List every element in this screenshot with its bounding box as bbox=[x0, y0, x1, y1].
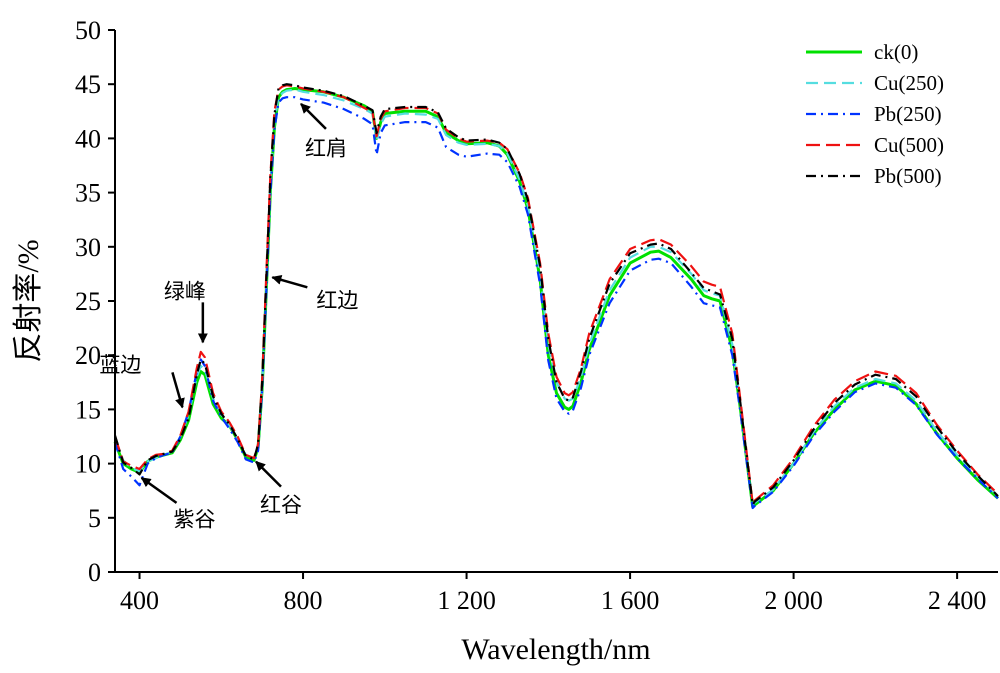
annotation-label: 红边 bbox=[316, 288, 358, 312]
series-line-cu-500 bbox=[113, 84, 999, 505]
annotation-arrow bbox=[255, 460, 282, 488]
y-axis-title: 反射率/% bbox=[12, 239, 45, 362]
x-tick-label: 1 200 bbox=[437, 586, 496, 615]
x-tick-label: 800 bbox=[284, 586, 323, 615]
annotation-arrow bbox=[300, 102, 327, 130]
legend-label: Pb(500) bbox=[874, 164, 942, 188]
legend-item-cu-500: Cu(500) bbox=[806, 133, 944, 157]
legend-label: Pb(250) bbox=[874, 102, 942, 126]
legend-item-pb-250: Pb(250) bbox=[806, 102, 942, 126]
y-tick-label: 0 bbox=[88, 558, 101, 587]
annotation-label: 紫谷 bbox=[174, 507, 216, 531]
legend-label: Cu(250) bbox=[874, 71, 944, 95]
plot-area bbox=[113, 83, 1000, 510]
y-tick-label: 40 bbox=[75, 124, 101, 153]
ticks: 400 800 1 200 1 600 2 000 2 400 0 5 10 15 20 25 30 35… bbox=[75, 16, 986, 615]
y-tick-label: 35 bbox=[75, 179, 101, 208]
annotation-0: 紫谷 bbox=[140, 476, 216, 531]
legend-item-pb-500: Pb(500) bbox=[806, 164, 942, 188]
annotation-label: 红谷 bbox=[260, 493, 302, 517]
y-tick-label: 45 bbox=[75, 70, 101, 99]
legend-item-cu-250: Cu(250) bbox=[806, 71, 944, 95]
legend-label: ck(0) bbox=[874, 40, 918, 64]
series-line-pb-250 bbox=[113, 96, 999, 510]
annotation-label: 红肩 bbox=[305, 136, 347, 160]
series-line-pb-500 bbox=[113, 83, 999, 506]
y-tick-label: 25 bbox=[75, 287, 101, 316]
annotation-3: 红谷 bbox=[255, 460, 302, 517]
annotation-5: 红肩 bbox=[300, 102, 347, 160]
y-tick-label: 15 bbox=[75, 395, 101, 424]
legend: ck(0) Cu(250) Pb(250) Cu(500) Pb(500) bbox=[806, 40, 944, 188]
x-axis-title: Wavelength/nm bbox=[461, 633, 650, 666]
legend-label: Cu(500) bbox=[874, 133, 944, 157]
y-tick-label: 50 bbox=[75, 16, 101, 45]
annotation-label: 蓝边 bbox=[99, 353, 141, 377]
annotation-arrow bbox=[271, 274, 308, 289]
annotation-1: 蓝边 bbox=[99, 353, 185, 409]
series-line-cu-250 bbox=[113, 88, 999, 506]
series-line-ck-0 bbox=[113, 87, 1000, 509]
y-tick-label: 10 bbox=[75, 450, 101, 479]
legend-item-ck-0: ck(0) bbox=[806, 40, 918, 64]
annotation-4: 红边 bbox=[271, 274, 358, 312]
x-tick-label: 1 600 bbox=[601, 586, 660, 615]
annotation-arrow bbox=[140, 476, 178, 504]
x-tick-label: 400 bbox=[120, 586, 159, 615]
y-tick-label: 5 bbox=[88, 504, 101, 533]
axes bbox=[114, 30, 998, 573]
annotation-arrow bbox=[171, 372, 185, 409]
y-tick-label: 30 bbox=[75, 233, 101, 262]
annotation-label: 绿峰 bbox=[164, 279, 206, 303]
x-tick-label: 2 000 bbox=[764, 586, 823, 615]
annotation-2: 绿峰 bbox=[164, 279, 208, 344]
y-tick-label: 20 bbox=[75, 341, 101, 370]
x-tick-label: 2 400 bbox=[928, 586, 987, 615]
